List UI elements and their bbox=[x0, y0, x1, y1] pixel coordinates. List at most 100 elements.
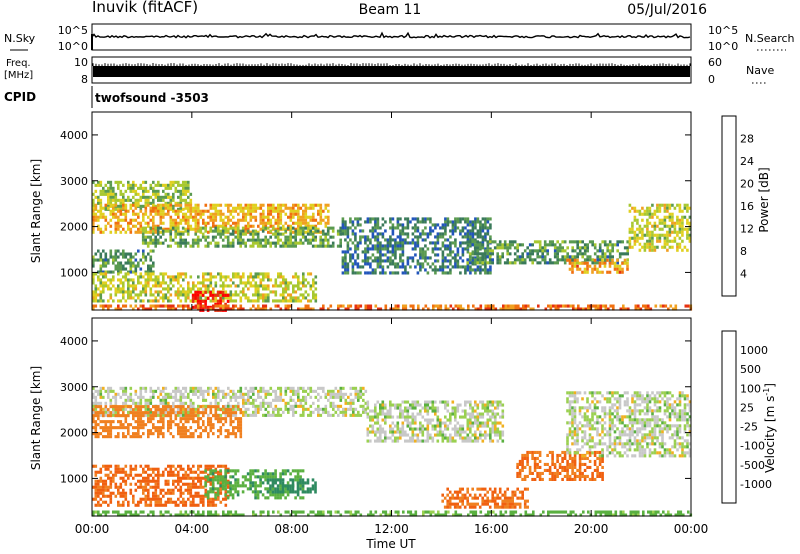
power-cell bbox=[441, 250, 445, 254]
velocity-cell bbox=[182, 426, 185, 430]
velocity-cell bbox=[114, 426, 118, 430]
power-cell bbox=[484, 238, 487, 242]
power-cell bbox=[406, 259, 410, 263]
velocity-cell bbox=[147, 420, 150, 424]
power-cell bbox=[174, 180, 178, 184]
velocity-cell bbox=[147, 413, 150, 417]
power-cell bbox=[312, 278, 315, 282]
power-cell bbox=[359, 223, 362, 227]
power-cell bbox=[179, 304, 183, 308]
power-cell bbox=[341, 217, 345, 221]
power-cell bbox=[152, 201, 155, 205]
power-cell bbox=[187, 215, 190, 219]
power-cell bbox=[127, 183, 130, 187]
velocity-cell bbox=[496, 421, 500, 425]
power-cell bbox=[571, 258, 574, 262]
velocity-cell bbox=[184, 426, 188, 430]
velocity-cell bbox=[466, 436, 470, 440]
power-cell bbox=[469, 235, 472, 239]
power-cell bbox=[476, 229, 480, 233]
velocity-cell bbox=[104, 435, 108, 439]
velocity-cell bbox=[112, 410, 115, 414]
power-cell bbox=[114, 293, 118, 297]
power-cell bbox=[297, 224, 300, 228]
power-cell bbox=[224, 307, 228, 311]
power-cell bbox=[122, 227, 125, 231]
power-cell bbox=[117, 304, 120, 308]
power-cell bbox=[149, 238, 152, 242]
power-cell bbox=[354, 262, 357, 266]
power-cell bbox=[392, 307, 395, 311]
velocity-cell bbox=[366, 430, 370, 434]
velocity-cell bbox=[302, 407, 305, 411]
velocity-cell bbox=[247, 389, 250, 393]
velocity-cell bbox=[332, 413, 335, 417]
power-cell bbox=[406, 262, 410, 266]
power-cell bbox=[134, 201, 138, 205]
power-cell bbox=[491, 249, 494, 253]
power-cell bbox=[484, 262, 487, 266]
power-cell bbox=[421, 253, 425, 257]
power-cell bbox=[146, 244, 150, 248]
power-cell bbox=[244, 224, 248, 228]
power-cell bbox=[359, 265, 362, 269]
power-cell bbox=[341, 271, 345, 275]
power-cell bbox=[561, 240, 564, 244]
velocity-cell bbox=[299, 413, 303, 417]
power-cell bbox=[217, 272, 220, 276]
power-cell bbox=[688, 227, 692, 231]
power-cell bbox=[99, 290, 103, 294]
velocity-cell bbox=[481, 421, 485, 425]
power-cell bbox=[154, 183, 158, 187]
power-cell bbox=[621, 267, 624, 271]
power-cell bbox=[157, 293, 160, 297]
velocity-cell bbox=[202, 395, 205, 399]
velocity-cell bbox=[92, 432, 95, 436]
velocity-cell bbox=[177, 432, 180, 436]
velocity-cell bbox=[169, 411, 173, 415]
power-cell bbox=[266, 226, 270, 230]
power-cell bbox=[119, 287, 123, 291]
power-cell bbox=[571, 264, 574, 268]
velocity-cell bbox=[414, 439, 417, 443]
power-cell bbox=[267, 278, 270, 282]
velocity-cell bbox=[129, 435, 133, 439]
velocity-cell bbox=[294, 401, 298, 405]
power-cell bbox=[294, 284, 298, 288]
power-cell bbox=[112, 198, 115, 202]
power-cell bbox=[421, 238, 425, 242]
velocity-cell bbox=[362, 398, 365, 402]
power-cell bbox=[209, 284, 213, 288]
velocity-cell bbox=[99, 411, 103, 415]
power-cell bbox=[668, 224, 672, 228]
power-cell bbox=[269, 229, 272, 233]
power-cell bbox=[281, 241, 285, 245]
power-cell bbox=[221, 244, 225, 248]
power-cell bbox=[287, 299, 290, 303]
power-cell bbox=[207, 284, 210, 288]
power-cell bbox=[279, 293, 283, 297]
velocity-cell bbox=[491, 409, 495, 413]
power-cell bbox=[538, 243, 542, 247]
velocity-cell bbox=[481, 400, 485, 404]
velocity-cell bbox=[489, 418, 492, 422]
power-cell bbox=[107, 258, 110, 262]
power-cell bbox=[391, 271, 395, 275]
velocity-cell bbox=[122, 423, 125, 427]
power-cell bbox=[147, 267, 150, 271]
power-cell bbox=[319, 212, 323, 216]
power-cell bbox=[339, 226, 342, 230]
power-cell bbox=[129, 278, 133, 282]
velocity-cell bbox=[436, 415, 440, 419]
velocity-cell bbox=[199, 411, 203, 415]
velocity-cell bbox=[466, 427, 470, 431]
velocity-cell bbox=[107, 392, 110, 396]
power-cell bbox=[277, 299, 280, 303]
power-cell bbox=[396, 226, 400, 230]
velocity-cell bbox=[344, 398, 348, 402]
velocity-cell bbox=[456, 433, 460, 437]
power-cell bbox=[99, 230, 103, 234]
power-cell bbox=[312, 212, 315, 216]
power-cell bbox=[159, 235, 162, 239]
